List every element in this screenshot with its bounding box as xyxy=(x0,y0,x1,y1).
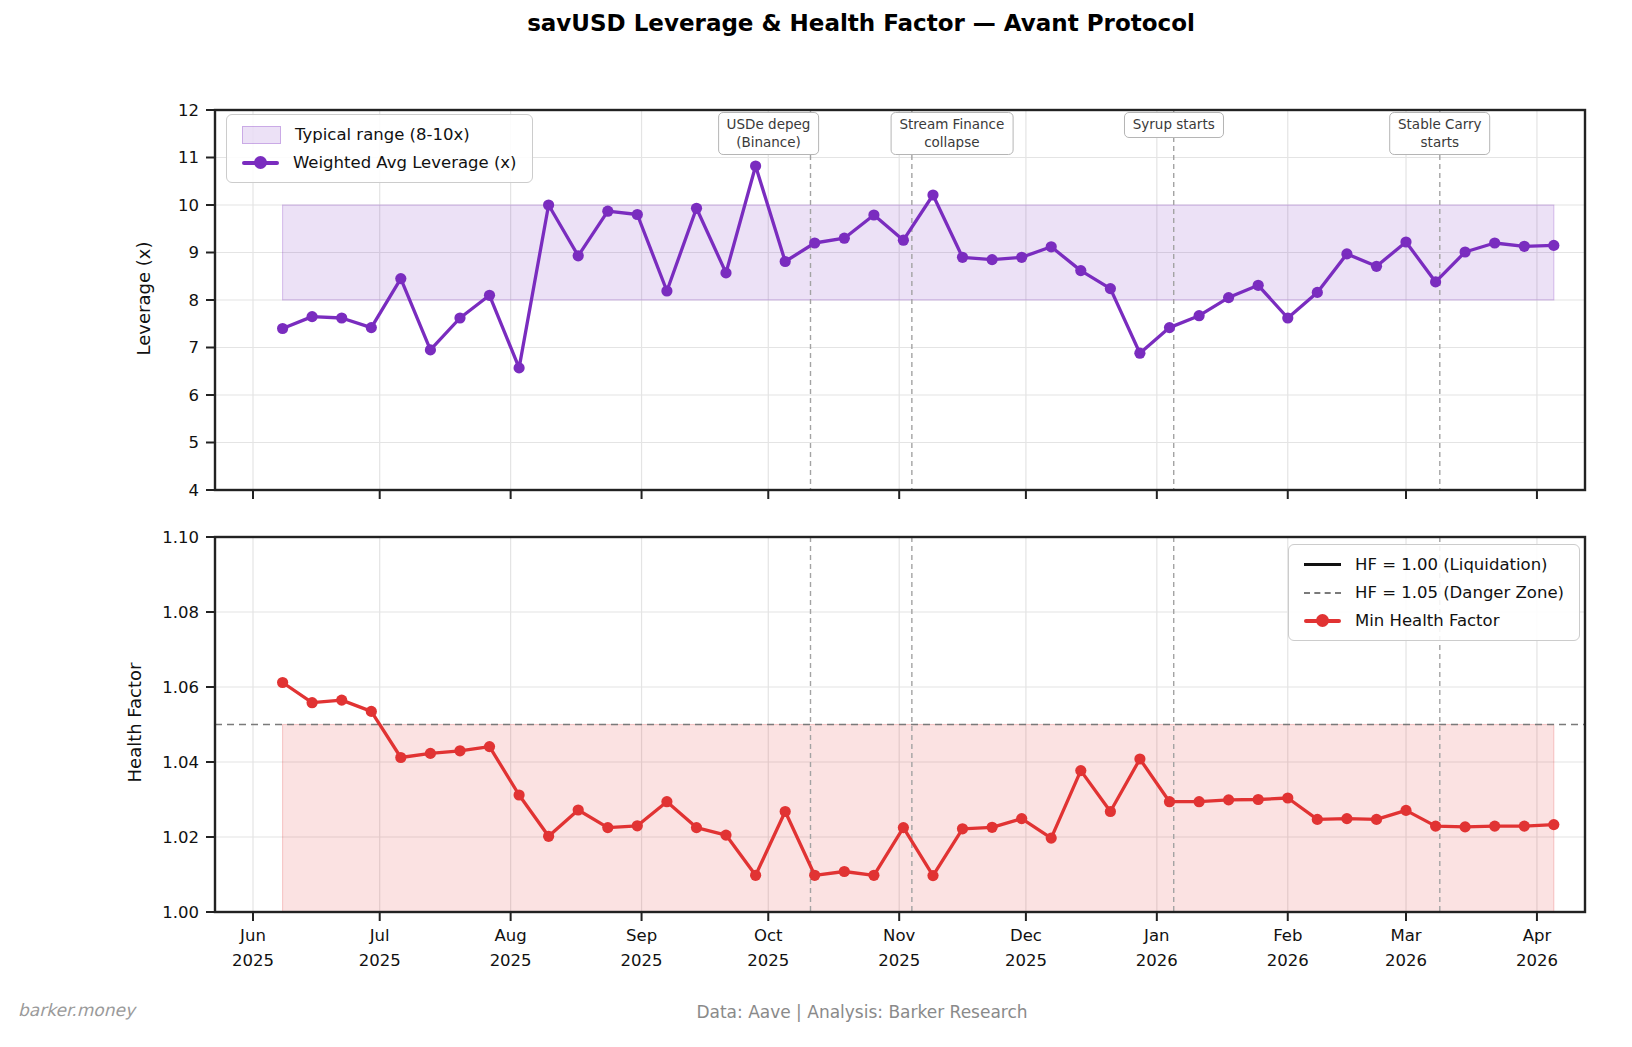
health-factor-legend: HF = 1.00 (Liquidation) HF = 1.05 (Dange… xyxy=(1288,544,1580,641)
svg-text:2026: 2026 xyxy=(1136,951,1178,970)
svg-text:12: 12 xyxy=(178,101,199,120)
svg-text:Oct: Oct xyxy=(754,926,783,945)
svg-text:2025: 2025 xyxy=(878,951,920,970)
legend-item-hf-danger-zone: HF = 1.05 (Danger Zone) xyxy=(1304,583,1564,602)
legend-item-hf-liquidation: HF = 1.00 (Liquidation) xyxy=(1304,555,1564,574)
chart-title: savUSD Leverage & Health Factor — Avant … xyxy=(527,10,1195,36)
legend-item-typical-range: Typical range (8-10x) xyxy=(242,125,517,144)
svg-text:1.10: 1.10 xyxy=(162,528,199,547)
svg-text:11: 11 xyxy=(178,148,199,167)
svg-text:Jul: Jul xyxy=(369,926,390,945)
legend-item-weighted-avg-leverage: Weighted Avg Leverage (x) xyxy=(242,153,517,172)
svg-text:2026: 2026 xyxy=(1267,951,1309,970)
svg-text:Mar: Mar xyxy=(1390,926,1421,945)
svg-text:Jun: Jun xyxy=(239,926,266,945)
svg-text:2025: 2025 xyxy=(747,951,789,970)
svg-text:Dec: Dec xyxy=(1010,926,1042,945)
svg-text:2026: 2026 xyxy=(1385,951,1427,970)
svg-text:6: 6 xyxy=(189,386,200,405)
hf-liquidation-label: HF = 1.00 (Liquidation) xyxy=(1355,555,1548,574)
typical-range-swatch xyxy=(242,126,281,144)
svg-text:1.00: 1.00 xyxy=(162,903,199,922)
health-factor-axis-label: Health Factor xyxy=(124,613,145,833)
svg-text:2025: 2025 xyxy=(1005,951,1047,970)
svg-text:Nov: Nov xyxy=(883,926,915,945)
svg-text:2025: 2025 xyxy=(359,951,401,970)
event-annotation: Stable Carry starts xyxy=(1389,112,1491,155)
svg-text:1.08: 1.08 xyxy=(162,603,199,622)
hf-danger-zone-label: HF = 1.05 (Danger Zone) xyxy=(1355,583,1564,602)
weighted-avg-leverage-label: Weighted Avg Leverage (x) xyxy=(293,153,517,172)
min-health-factor-line-swatch xyxy=(1304,619,1341,623)
leverage-legend: Typical range (8-10x) Weighted Avg Lever… xyxy=(226,114,533,183)
legend-item-min-health-factor: Min Health Factor xyxy=(1304,611,1564,630)
svg-text:Sep: Sep xyxy=(626,926,657,945)
svg-text:Apr: Apr xyxy=(1523,926,1552,945)
svg-text:2026: 2026 xyxy=(1516,951,1558,970)
svg-text:7: 7 xyxy=(189,338,200,357)
watermark: barker.money xyxy=(18,1000,135,1020)
typical-range-label: Typical range (8-10x) xyxy=(295,125,470,144)
svg-text:Feb: Feb xyxy=(1273,926,1302,945)
hf-danger-zone-line-swatch xyxy=(1304,592,1341,594)
source-attribution: Data: Aave | Analysis: Barker Research xyxy=(696,1002,1027,1022)
svg-text:5: 5 xyxy=(189,433,200,452)
svg-text:4: 4 xyxy=(189,481,200,500)
svg-text:2025: 2025 xyxy=(621,951,663,970)
svg-text:9: 9 xyxy=(189,243,200,262)
min-health-factor-label: Min Health Factor xyxy=(1355,611,1499,630)
event-annotation: Stream Finance collapse xyxy=(890,112,1013,155)
svg-text:2025: 2025 xyxy=(490,951,532,970)
svg-text:8: 8 xyxy=(189,291,200,310)
svg-text:Aug: Aug xyxy=(495,926,527,945)
svg-text:1.06: 1.06 xyxy=(162,678,199,697)
leverage-axis-label: Leverage (x) xyxy=(133,189,154,409)
svg-text:1.04: 1.04 xyxy=(162,753,199,772)
svg-text:2025: 2025 xyxy=(232,951,274,970)
svg-text:1.02: 1.02 xyxy=(162,828,199,847)
svg-text:10: 10 xyxy=(178,196,199,215)
svg-text:Jan: Jan xyxy=(1143,926,1169,945)
event-annotation: USDe depeg (Binance) xyxy=(718,112,820,155)
figure: 4 5 6 7 8 9 10 11 12 1.00 1.02 1.04 1.06 1.08 1.10 Jun 2… xyxy=(0,0,1632,1047)
hf-liquidation-line-swatch xyxy=(1304,563,1341,566)
leverage-line-swatch xyxy=(242,161,279,165)
event-annotation: Syrup starts xyxy=(1124,112,1224,138)
